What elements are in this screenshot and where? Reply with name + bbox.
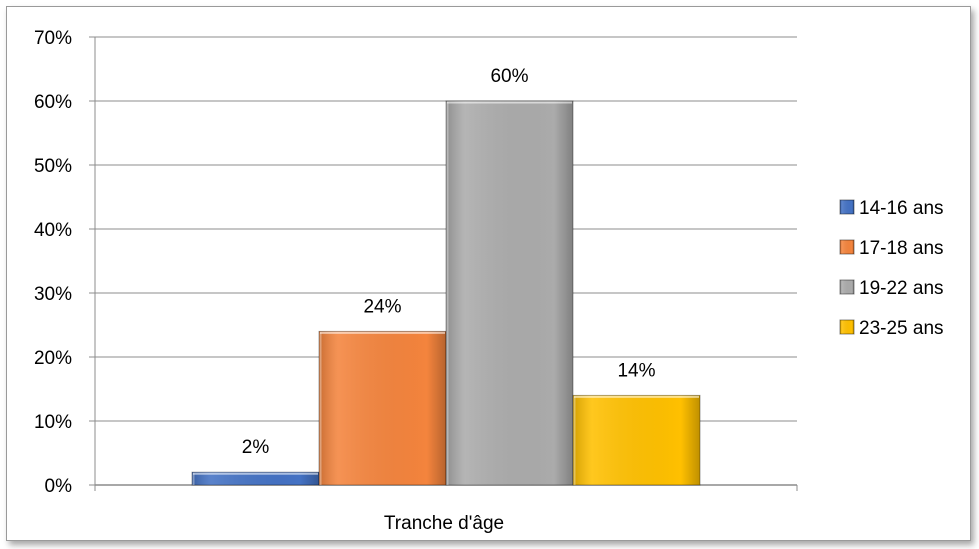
legend[interactable]: 14-16 ans 17-18 ans 19-22 ans 23-25 ans [839,198,944,339]
y-tick-label: 30% [34,284,72,305]
legend-label: 14-16 ans [859,198,944,219]
bar-23-25-ans[interactable] [572,394,701,486]
y-tick-label: 20% [34,348,72,369]
data-label: 60% [490,66,528,87]
data-labels: 2% 24% 60% 14% [242,66,656,458]
legend-label: 19-22 ans [859,278,944,299]
x-axis: Tranche d'âge [384,513,504,534]
legend-item[interactable]: 14-16 ans [839,198,944,219]
x-category-label: Tranche d'âge [384,513,504,534]
y-tick-label: 40% [34,220,72,241]
data-label: 24% [363,296,401,317]
legend-item[interactable]: 19-22 ans [839,278,944,299]
bars [191,100,701,486]
y-tick-label: 10% [34,412,72,433]
legend-item[interactable]: 23-25 ans [839,318,944,339]
data-label: 14% [617,360,655,381]
y-axis: 0% 10% 20% 30% 40% 50% 60% 70% [34,28,798,497]
y-tick-label: 50% [34,156,72,177]
legend-label: 23-25 ans [859,318,944,339]
y-tick-label: 0% [45,476,73,497]
legend-label: 17-18 ans [859,238,944,259]
bar-19-22-ans[interactable] [445,100,574,486]
y-tick-label: 70% [34,28,72,49]
bar-17-18-ans[interactable] [318,330,447,486]
y-tick-label: 60% [34,92,72,113]
bar-14-16-ans[interactable] [191,471,320,486]
data-label: 2% [242,437,270,458]
legend-item[interactable]: 17-18 ans [839,238,944,259]
